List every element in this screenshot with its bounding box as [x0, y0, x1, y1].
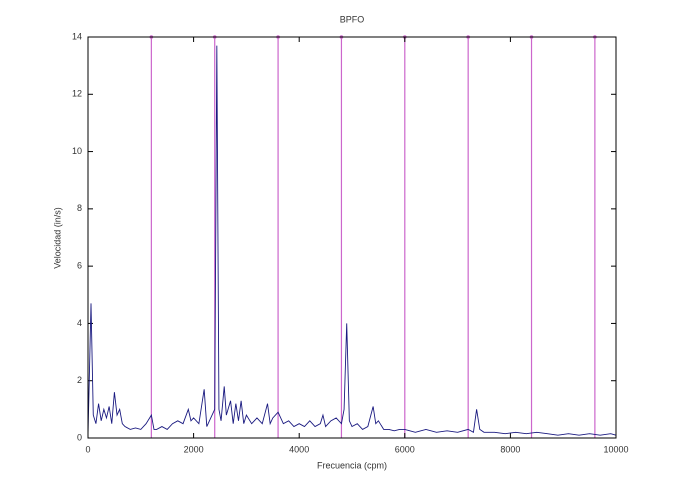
x-tick-label: 4000 — [289, 444, 309, 454]
y-tick-label: 14 — [72, 31, 82, 41]
chart-title: BPFO — [340, 14, 365, 24]
spectrum-line — [87, 45, 617, 436]
x-tick-label: 8000 — [500, 444, 520, 454]
y-tick-label: 12 — [72, 89, 82, 99]
x-tick-label: 2000 — [184, 444, 204, 454]
x-axis-label: Frecuencia (cpm) — [317, 460, 387, 470]
y-tick-label: 8 — [77, 203, 82, 213]
y-tick-label: 0 — [77, 432, 82, 442]
y-tick-label: 6 — [77, 261, 82, 271]
x-tick-label: 10000 — [603, 444, 628, 454]
plot-frame — [87, 36, 617, 439]
y-tick-label: 4 — [77, 318, 82, 328]
x-tick-label: 0 — [85, 444, 90, 454]
x-tick-label: 6000 — [395, 444, 415, 454]
y-tick-label: 10 — [72, 146, 82, 156]
y-tick-label: 2 — [77, 375, 82, 385]
y-axis-label: Velocidad (in/s) — [52, 207, 62, 269]
